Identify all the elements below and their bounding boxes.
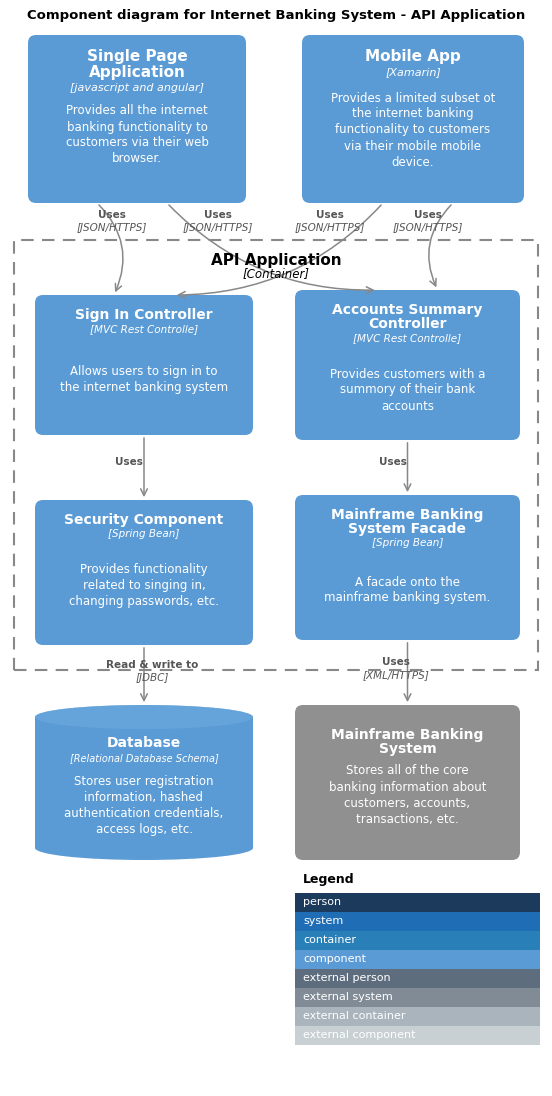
Text: A facade onto the
mainframe banking system.: A facade onto the mainframe banking syst…	[325, 575, 491, 605]
Text: System Facade: System Facade	[348, 522, 466, 536]
Text: system: system	[303, 916, 343, 926]
Bar	[295, 1026, 540, 1044]
Text: [Spring Bean]: [Spring Bean]	[108, 529, 180, 539]
Text: Component diagram for Internet Banking System - API Application: Component diagram for Internet Banking S…	[27, 9, 525, 22]
Text: external person: external person	[303, 973, 391, 983]
Text: external component: external component	[303, 1030, 416, 1040]
Text: [javascript and angular]: [javascript and angular]	[70, 83, 204, 93]
Text: [Container]: [Container]	[242, 267, 310, 281]
Text: Provides a limited subset ot
the internet banking
functionality to customers
via: Provides a limited subset ot the interne…	[331, 91, 495, 169]
Bar	[295, 969, 540, 987]
Text: [JDBC]: [JDBC]	[135, 673, 169, 683]
Text: [JSON/HTTPS]: [JSON/HTTPS]	[183, 222, 253, 233]
Bar	[35, 717, 253, 848]
Text: [Xamarin]: [Xamarin]	[385, 67, 441, 77]
Bar	[295, 950, 540, 969]
Text: Uses: Uses	[204, 210, 232, 220]
Text: Mainframe Banking: Mainframe Banking	[331, 509, 484, 522]
Text: Provides customers with a
summory of their bank
accounts: Provides customers with a summory of the…	[330, 367, 485, 412]
Ellipse shape	[35, 836, 253, 860]
Text: component: component	[303, 954, 366, 964]
Text: container: container	[303, 935, 356, 945]
Text: Mobile App: Mobile App	[365, 49, 461, 65]
Text: external container: external container	[303, 1011, 406, 1021]
Text: Stores user registration
information, hashed
authentication credentials,
access : Stores user registration information, ha…	[65, 775, 224, 835]
Bar	[295, 893, 540, 912]
Text: API Application: API Application	[211, 252, 341, 267]
Text: [Relational Database Schema]: [Relational Database Schema]	[70, 753, 219, 763]
Text: Security Component: Security Component	[65, 513, 224, 527]
FancyBboxPatch shape	[35, 500, 253, 646]
Text: Database: Database	[107, 737, 181, 750]
Text: Provides functionality
related to singing in,
changing passwords, etc.: Provides functionality related to singin…	[69, 562, 219, 607]
FancyBboxPatch shape	[28, 35, 246, 203]
Text: System: System	[379, 742, 437, 756]
FancyBboxPatch shape	[295, 290, 520, 439]
Text: Uses: Uses	[98, 210, 126, 220]
Text: [XML/HTTPS]: [XML/HTTPS]	[362, 670, 429, 680]
Text: Legend: Legend	[303, 874, 354, 887]
Text: Mainframe Banking: Mainframe Banking	[331, 728, 484, 742]
FancyBboxPatch shape	[295, 705, 520, 860]
Text: [JSON/HTTPS]: [JSON/HTTPS]	[77, 222, 147, 233]
Text: Single Page: Single Page	[87, 49, 187, 65]
Bar	[295, 1007, 540, 1026]
Text: [JSON/HTTPS]: [JSON/HTTPS]	[295, 222, 365, 233]
Text: Uses: Uses	[379, 457, 406, 467]
Text: Sign In Controller: Sign In Controller	[75, 308, 213, 322]
Text: Uses: Uses	[414, 210, 442, 220]
Text: external system: external system	[303, 992, 393, 1002]
Text: Application: Application	[88, 65, 185, 80]
Bar	[14, 240, 538, 670]
Text: [MVC Rest Controlle]: [MVC Rest Controlle]	[90, 324, 198, 334]
Text: [JSON/HTTPS]: [JSON/HTTPS]	[393, 222, 463, 233]
Text: person: person	[303, 897, 341, 907]
Text: Controller: Controller	[368, 317, 447, 331]
Text: Uses: Uses	[381, 657, 410, 667]
Text: Provides all the internet
banking functionality to
customers via their web
brows: Provides all the internet banking functi…	[66, 104, 209, 165]
FancyBboxPatch shape	[302, 35, 524, 203]
Text: Allows users to sign in to
the internet banking system: Allows users to sign in to the internet …	[60, 365, 228, 395]
Text: Read & write to: Read & write to	[106, 660, 198, 670]
Bar	[295, 912, 540, 931]
Text: [Spring Bean]: [Spring Bean]	[372, 538, 443, 548]
Bar	[295, 931, 540, 950]
FancyBboxPatch shape	[295, 495, 520, 640]
Ellipse shape	[35, 705, 253, 729]
Text: Uses: Uses	[316, 210, 344, 220]
Text: Accounts Summary: Accounts Summary	[332, 302, 482, 317]
Ellipse shape	[35, 705, 253, 729]
Text: Uses: Uses	[115, 457, 143, 467]
Text: [MVC Rest Controlle]: [MVC Rest Controlle]	[353, 333, 461, 343]
Text: Stores all of the core
banking information about
customers, accounts,
transactio: Stores all of the core banking informati…	[329, 765, 486, 825]
Bar	[295, 987, 540, 1007]
FancyBboxPatch shape	[35, 295, 253, 435]
